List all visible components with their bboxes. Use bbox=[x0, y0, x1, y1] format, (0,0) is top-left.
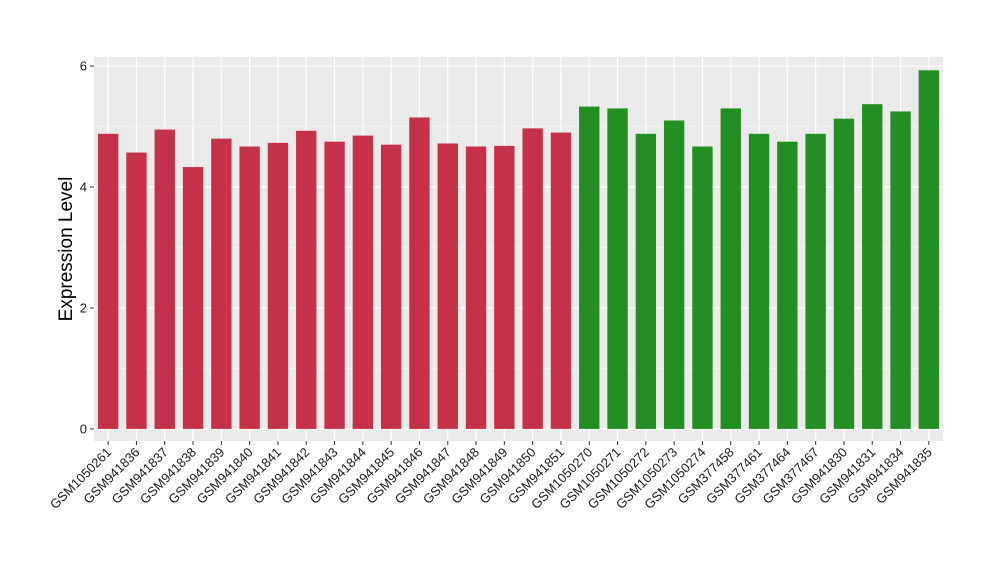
bar bbox=[663, 120, 685, 429]
bar bbox=[267, 142, 289, 429]
y-tick-label: 2 bbox=[80, 300, 87, 315]
x-axis: GSM1050261GSM941836GSM941837GSM941838GSM… bbox=[47, 441, 935, 512]
y-axis-title: Expression Level bbox=[56, 177, 77, 322]
bar bbox=[211, 138, 232, 429]
bar bbox=[918, 70, 940, 429]
bar bbox=[748, 133, 770, 429]
bar bbox=[805, 133, 826, 429]
bar bbox=[324, 141, 345, 429]
bar bbox=[97, 133, 119, 429]
bar bbox=[833, 118, 855, 429]
bar bbox=[296, 130, 317, 429]
bar bbox=[579, 106, 600, 429]
bar bbox=[607, 108, 628, 429]
bar bbox=[777, 141, 798, 429]
bar bbox=[154, 129, 175, 429]
bar bbox=[352, 135, 374, 429]
bar bbox=[239, 146, 260, 429]
bar bbox=[437, 143, 458, 429]
y-tick-label: 6 bbox=[80, 59, 87, 74]
y-tick-label: 4 bbox=[80, 180, 87, 195]
bar bbox=[465, 146, 487, 429]
bar bbox=[409, 117, 430, 429]
bar bbox=[126, 152, 147, 429]
bar bbox=[550, 132, 572, 429]
bar bbox=[380, 144, 402, 429]
bar bbox=[635, 133, 657, 429]
bar bbox=[720, 108, 741, 429]
bar bbox=[494, 145, 515, 429]
bar bbox=[522, 128, 543, 429]
bar bbox=[862, 104, 883, 429]
bar bbox=[692, 146, 713, 429]
bar bbox=[182, 167, 204, 429]
y-tick-label: 0 bbox=[80, 421, 87, 436]
bars bbox=[97, 70, 940, 429]
y-axis: 0 2 4 6 bbox=[80, 59, 94, 436]
plot-panel bbox=[94, 57, 943, 441]
bar bbox=[890, 111, 911, 429]
